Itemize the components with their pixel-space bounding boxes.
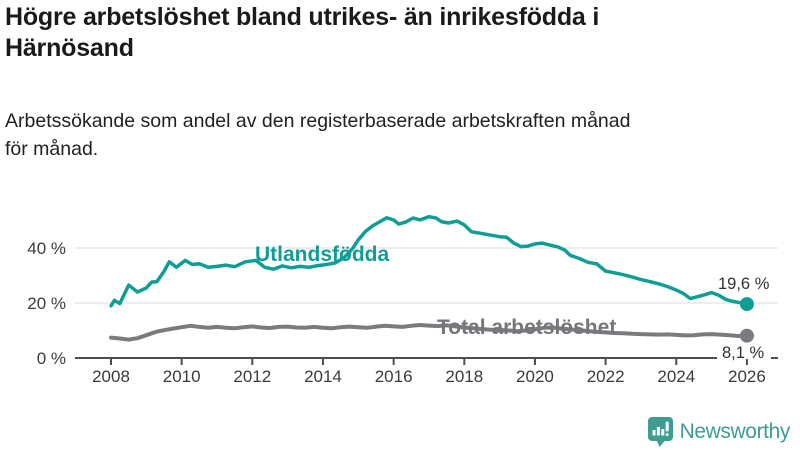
series-line-total (109, 323, 749, 342)
x-axis-tick-label: 2016 (375, 367, 413, 386)
series-end-dot-foreign-born (739, 297, 754, 312)
grid-layer: 0 % 20 % 40 % 2008 2010 2012 2014 2016 2018 2020 2… (27, 239, 778, 386)
subtitle-line-2: för månad. (5, 138, 99, 160)
x-axis-tick-label: 2022 (587, 367, 625, 386)
x-axis-tick-label: 2020 (516, 367, 554, 386)
series-end-dot-total (739, 328, 754, 343)
x-axis-tick-label: 2024 (657, 367, 695, 386)
label-layer: Utlandsfödda Total arbetslöshet 19,6 % 8… (255, 243, 771, 362)
page-title: Högre arbetslöshet bland utrikes- än inr… (5, 2, 795, 64)
end-value-label-background (717, 346, 771, 359)
x-axis-tick-label: 2018 (445, 367, 483, 386)
newsworthy-logo: Newsworthy (647, 417, 791, 447)
newsworthy-bar-chart-bubble-icon (647, 417, 673, 447)
y-axis-tick-label: 0 % (37, 349, 66, 368)
newsworthy-wordmark: Newsworthy (679, 420, 791, 443)
subtitle-line-1: Arbetssökande som andel av den registerb… (5, 110, 631, 132)
end-value-label-foreign-born: 19,6 % (718, 275, 770, 293)
series-label-foreign-born: Utlandsfödda (255, 243, 389, 266)
x-axis-tick-label: 2014 (304, 367, 342, 386)
x-axis-tick-label: 2008 (92, 367, 130, 386)
y-axis-tick-label: 20 % (27, 294, 66, 313)
series-label-total: Total arbetslöshet (437, 316, 616, 339)
end-value-label-total: 8,1 % (722, 344, 765, 362)
series-line-foreign-born (109, 214, 749, 308)
title-line-1: Högre arbetslöshet bland utrikes- än inr… (5, 3, 600, 31)
title-line-2: Härnösand (5, 34, 134, 62)
chart-subtitle: Arbetssökande som andel av den registerb… (5, 107, 785, 163)
x-axis-tick-label: 2012 (233, 367, 271, 386)
x-axis-tick-label: 2026 (728, 367, 766, 386)
y-axis-tick-label: 40 % (27, 239, 66, 258)
series-layer (109, 214, 754, 343)
x-axis-tick-label: 2010 (163, 367, 201, 386)
